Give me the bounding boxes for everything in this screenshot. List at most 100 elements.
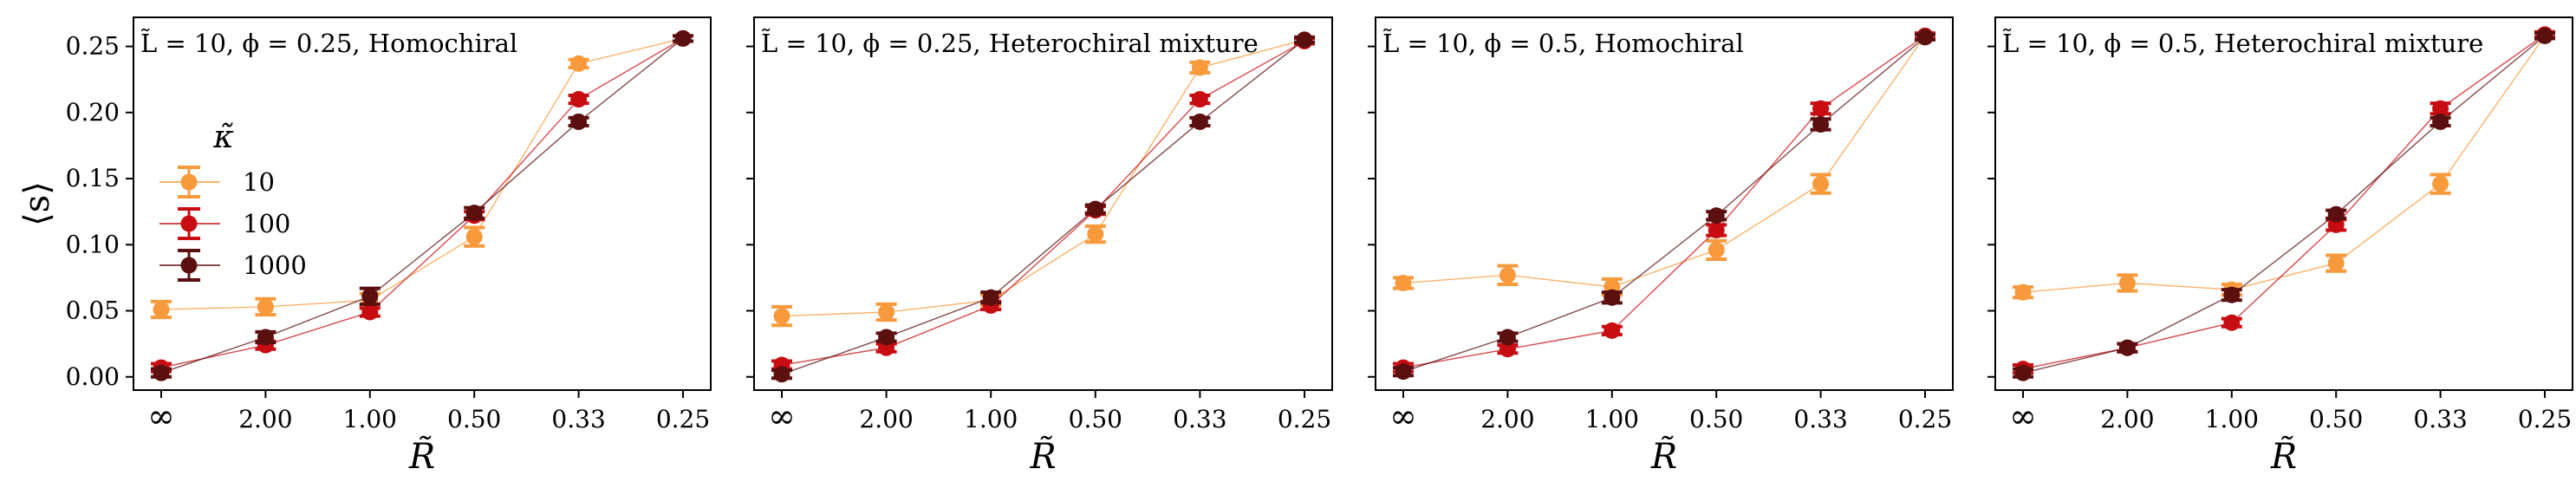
series-10 xyxy=(771,31,1315,328)
series-10 xyxy=(151,29,693,320)
y-tick-label: 0.20 xyxy=(66,98,120,127)
series-1000 xyxy=(2013,27,2555,381)
series-line xyxy=(2022,35,2546,293)
data-point xyxy=(2327,205,2345,223)
data-point xyxy=(1708,207,1725,225)
data-point xyxy=(2118,339,2136,356)
x-tick-label: 2.00 xyxy=(238,405,292,433)
series-1000 xyxy=(1393,29,1935,381)
panel-4: ∞ 2.00 1.00 0.50 0.33 0.25 R̃ L̃ = 10, ϕ = 0.5,… xyxy=(1987,16,2573,477)
data-point xyxy=(257,329,274,346)
data-point xyxy=(1499,341,1516,358)
data-point xyxy=(878,329,895,346)
series-1000 xyxy=(151,29,693,381)
series-line xyxy=(781,40,1305,366)
panel-2: ∞ 2.00 1.00 0.50 0.33 0.25 R̃ L̃ = 10, ϕ = 0.25… xyxy=(746,16,1333,477)
panel-title: L̃ = 10, ϕ = 0.25, Homochiral xyxy=(140,29,517,58)
y-tick-label: 0.25 xyxy=(66,32,120,61)
x-tick-label: 0.25 xyxy=(2518,405,2572,433)
plot-frame xyxy=(1994,16,2573,391)
series-line xyxy=(2022,35,2546,374)
data-point xyxy=(361,288,379,305)
x-tick-label: 0.50 xyxy=(2309,405,2363,433)
y-axis-title: ⟨s⟩ xyxy=(17,181,57,226)
x-tick-label: ∞ xyxy=(147,397,175,435)
data-point xyxy=(878,303,895,321)
legend-marker xyxy=(180,173,198,191)
data-point xyxy=(674,29,692,47)
y-tick-label: 0.10 xyxy=(66,230,120,258)
plot-frame xyxy=(133,16,712,391)
data-point xyxy=(465,228,483,245)
x-tick-label: 0.50 xyxy=(1689,405,1743,433)
data-point xyxy=(2223,286,2241,303)
data-point xyxy=(1499,329,1516,346)
series-line xyxy=(781,39,1305,375)
data-point xyxy=(1603,322,1621,339)
data-point xyxy=(1395,274,1412,291)
data-point xyxy=(153,301,170,318)
data-point xyxy=(773,308,790,325)
y-tick-label: 0.15 xyxy=(66,164,120,192)
data-point xyxy=(570,113,588,130)
panel-1: 0.00 0.05 0.10 0.15 0.20 0.25 ∞ 2.00 1.00 0.50 0.3… xyxy=(17,16,712,477)
legend-marker xyxy=(180,257,198,274)
series-line xyxy=(1402,35,1926,368)
legend-label: 1000 xyxy=(243,251,307,280)
panel-title: L̃ = 10, ϕ = 0.25, Heterochiral mixture xyxy=(761,29,1259,58)
data-point xyxy=(982,289,999,306)
x-tick-label: 0.25 xyxy=(1278,405,1331,433)
x-tick-label: 0.33 xyxy=(551,405,605,433)
x-tick-label: ∞ xyxy=(1389,397,1417,435)
data-point xyxy=(1499,266,1516,283)
legend-marker xyxy=(180,215,198,232)
data-point xyxy=(570,91,588,108)
series-line xyxy=(1402,36,1926,373)
x-tick-label: 0.33 xyxy=(2413,405,2467,433)
data-point xyxy=(2118,274,2136,291)
series-10 xyxy=(2013,27,2555,301)
panel-title: L̃ = 10, ϕ = 0.5, Heterochiral mixture xyxy=(2002,29,2483,58)
data-point xyxy=(2536,27,2553,44)
x-axis-title: R̃ xyxy=(1650,436,1677,477)
data-point xyxy=(1191,113,1208,130)
data-point xyxy=(465,205,483,222)
data-point xyxy=(1708,221,1725,238)
legend-label: 10 xyxy=(243,167,275,197)
series-line xyxy=(160,37,684,374)
data-point xyxy=(1087,225,1104,243)
series-1000 xyxy=(771,31,1315,383)
x-tick-label: ∞ xyxy=(2009,397,2037,435)
series-100 xyxy=(2013,26,2555,378)
x-tick-label: 2.00 xyxy=(859,405,913,433)
x-tick-label: 0.25 xyxy=(656,405,710,433)
x-tick-label: ∞ xyxy=(768,397,796,435)
series-100 xyxy=(151,29,693,376)
x-tick-label: 1.00 xyxy=(343,405,397,433)
data-point xyxy=(1812,116,1830,134)
data-point xyxy=(773,366,790,383)
data-point xyxy=(1191,59,1208,76)
data-point xyxy=(2432,113,2449,130)
plot-frame xyxy=(753,16,1333,391)
series-10 xyxy=(1393,27,1935,297)
legend: κ̃ 10 100 1000 xyxy=(159,120,307,282)
data-point xyxy=(1708,241,1725,258)
data-point xyxy=(1087,200,1104,218)
data-point xyxy=(570,55,588,72)
series-100 xyxy=(771,32,1315,374)
data-point xyxy=(1812,100,1830,117)
data-point xyxy=(153,364,170,381)
data-point xyxy=(361,303,379,321)
data-point xyxy=(257,298,274,316)
data-point xyxy=(2432,175,2449,192)
series-100 xyxy=(1393,27,1935,376)
data-point xyxy=(1603,289,1621,306)
data-point xyxy=(1191,91,1208,108)
x-axis-title: R̃ xyxy=(408,436,435,477)
plot-frame xyxy=(1375,16,1954,391)
series-line xyxy=(1402,35,1926,288)
x-axis-title: R̃ xyxy=(2270,436,2297,477)
legend-title: κ̃ xyxy=(212,120,234,155)
